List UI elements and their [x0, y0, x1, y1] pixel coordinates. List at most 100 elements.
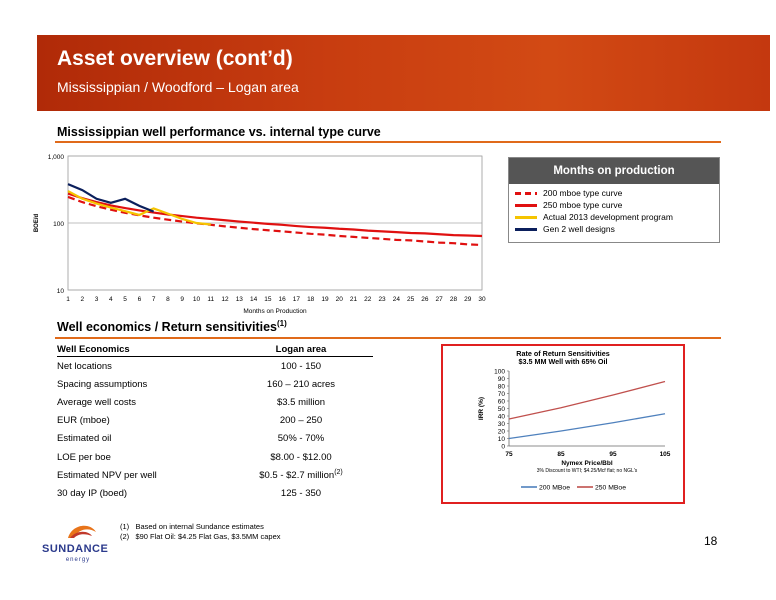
table-row: Net locations 100 - 150: [57, 357, 373, 376]
legend-label: 250 MBoe: [595, 485, 626, 492]
legend-item-200: 200 mboe type curve: [515, 188, 622, 198]
section-divider: [55, 337, 721, 339]
x-axis-label: Nymex Price/Bbl: [561, 460, 612, 467]
table-row: Estimated NPV per well $0.5 - $2.7 millio…: [57, 466, 373, 484]
legend-swatch: [515, 203, 537, 207]
row-value: 160 – 210 acres: [266, 378, 336, 390]
x-tick-label: 22: [364, 296, 372, 303]
legend-title: Months on production: [509, 158, 719, 184]
x-tick-label: 1: [66, 296, 70, 303]
chart-note: 3% Discount to WTI; $4.25/Mcf flat; no N…: [537, 468, 638, 474]
series-line: [508, 380, 666, 420]
x-tick-label: 30: [478, 296, 486, 303]
x-tick-label: 13: [236, 296, 244, 303]
table-row: Estimated oil 50% - 70%: [57, 430, 373, 448]
table-row: LOE per boe $8.00 - $12.00: [57, 448, 373, 466]
legend-label: 200 MBoe: [539, 485, 570, 492]
table-row: Average well costs $3.5 million: [57, 393, 373, 411]
economics-title-text: Well economics / Return sensitivities: [57, 320, 277, 335]
x-tick-label: 29: [464, 296, 472, 303]
logo-swoosh-icon: [70, 531, 92, 538]
y-tick-label: 100: [53, 221, 64, 228]
legend-label: Gen 2 well designs: [543, 224, 615, 234]
footnote-ref: (2): [334, 469, 343, 477]
performance-section-title: Mississippian well performance vs. inter…: [57, 125, 381, 139]
x-tick-label: 5: [123, 296, 127, 303]
y-tick-label: 60: [498, 399, 506, 406]
table-header: Well Economics Logan area: [57, 343, 373, 357]
x-axis-label: Months on Production: [243, 308, 307, 315]
y-tick-label: 100: [494, 369, 505, 376]
row-value: $0.5 - $2.7 million(2): [229, 466, 373, 484]
row-value: 200 – 250: [279, 415, 323, 427]
row-value: $3.5 million: [276, 396, 326, 408]
x-tick-label: 6: [138, 296, 142, 303]
x-tick-label: 9: [180, 296, 184, 303]
y-tick-label: 50: [498, 406, 506, 413]
y-tick-label: 90: [498, 376, 506, 383]
npv-value: $0.5 - $2.7 million: [259, 470, 335, 482]
header-cell: Logan area: [229, 343, 373, 357]
x-tick-label: 16: [279, 296, 287, 303]
y-tick-label: 30: [498, 421, 506, 428]
row-label: EUR (mboe): [57, 415, 110, 427]
row-label: Estimated oil: [57, 433, 112, 445]
x-tick-label: 105: [660, 451, 671, 458]
y-tick-label: 10: [57, 288, 65, 295]
y-tick-label: 10: [498, 436, 506, 443]
row-value: 125 - 350: [280, 487, 322, 499]
table-row: Spacing assumptions 160 – 210 acres: [57, 375, 373, 393]
legend-label: 200 mboe type curve: [543, 188, 623, 198]
footnote-1: (1) Based on internal Sundance estimates: [120, 522, 264, 531]
row-label: Estimated NPV per well: [57, 469, 157, 481]
row-label: Average well costs: [57, 396, 137, 408]
x-tick-label: 12: [221, 296, 229, 303]
y-tick-label: 40: [498, 414, 506, 421]
header-cell: Well Economics: [57, 343, 229, 357]
legend-item-gen2: Gen 2 well designs: [515, 224, 615, 234]
y-tick-label: 70: [498, 391, 506, 398]
section-divider: [55, 141, 721, 143]
row-label: Spacing assumptions: [57, 378, 148, 390]
x-tick-label: 26: [421, 296, 429, 303]
y-axis-label: IRR (%): [478, 397, 485, 420]
y-tick-label: 1,000: [48, 154, 65, 161]
footnote-text: $90 Flat Oil: $4.25 Flat Gas, $3.5MM cap…: [135, 532, 281, 541]
x-tick-label: 85: [557, 451, 565, 458]
x-tick-label: 75: [505, 451, 513, 458]
legend-label: 250 mboe type curve: [543, 200, 623, 210]
logo-wordmark: SUNDANCE: [42, 543, 108, 555]
footnote-text: Based on internal Sundance estimates: [135, 522, 264, 531]
page-title: Asset overview (cont’d): [57, 47, 293, 70]
row-label: LOE per boe: [57, 451, 111, 463]
logo-tagline: energy: [66, 557, 90, 563]
x-tick-label: 20: [336, 296, 344, 303]
x-tick-label: 14: [250, 296, 258, 303]
footnote-ref: (1): [276, 319, 287, 328]
x-tick-label: 7: [152, 296, 156, 303]
row-value: 50% - 70%: [277, 433, 325, 445]
row-value: $8.00 - $12.00: [270, 451, 332, 463]
x-tick-label: 11: [207, 296, 214, 303]
legend-swatch: [515, 227, 537, 231]
table-row: EUR (mboe) 200 – 250: [57, 412, 373, 430]
series-line: [67, 190, 211, 226]
x-tick-label: 17: [293, 296, 301, 303]
legend-item-actual: Actual 2013 development program: [515, 212, 673, 222]
irr-chart: Rate of Return Sensitivities$3.5 MM Well…: [478, 349, 671, 492]
legend-swatch: [515, 191, 537, 195]
legend-swatch: [515, 215, 537, 219]
economics-section-title: Well economics / Return sensitivities(1): [57, 319, 287, 334]
footnote-num: (1): [120, 522, 130, 531]
series-line: [508, 413, 666, 440]
footnote-num: (2): [120, 532, 130, 541]
sundance-logo: SUNDANCE energy: [42, 525, 108, 563]
x-tick-label: 21: [350, 296, 358, 303]
x-tick-label: 10: [193, 296, 201, 303]
x-tick-label: 8: [166, 296, 170, 303]
x-tick-label: 2: [80, 296, 84, 303]
series-line: [67, 183, 155, 213]
x-tick-label: 25: [407, 296, 415, 303]
row-value: 100 - 150: [280, 360, 322, 372]
